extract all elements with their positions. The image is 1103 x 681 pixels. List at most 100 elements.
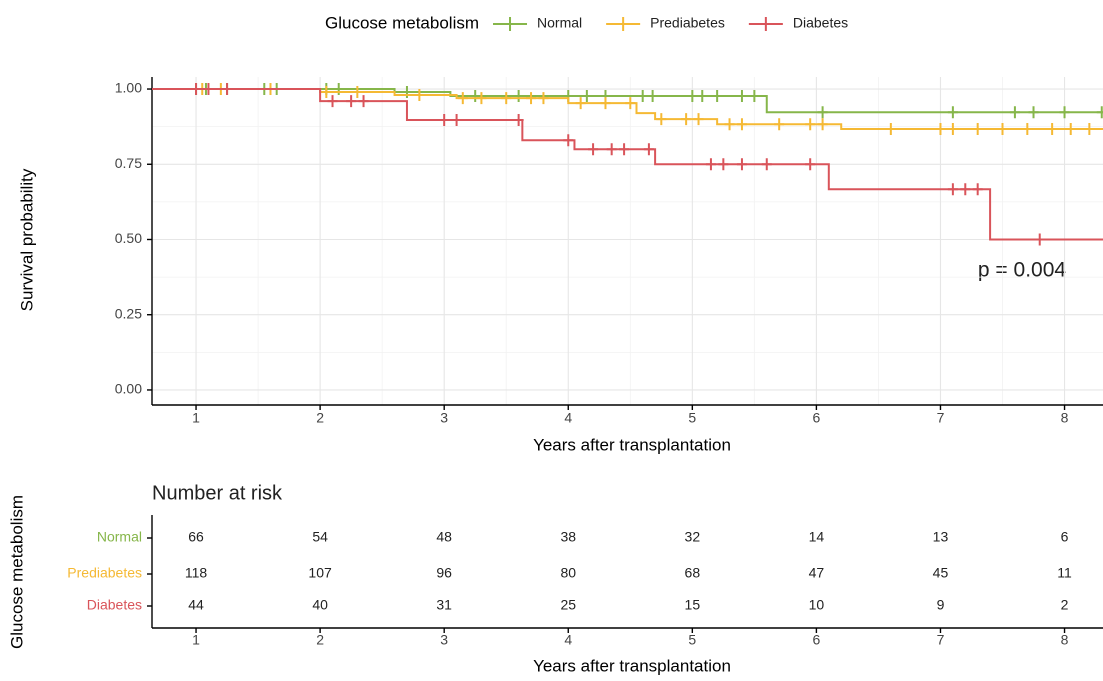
x-tick-label: 6 xyxy=(812,410,820,426)
risk-count: 66 xyxy=(188,529,204,545)
censor-mark xyxy=(761,158,772,171)
censor-mark xyxy=(718,158,729,171)
censor-mark xyxy=(476,92,487,105)
x-tick-label: 7 xyxy=(937,410,945,426)
risk-count: 25 xyxy=(560,597,576,613)
censor-mark xyxy=(457,92,468,105)
table-x-axis-title: Years after transplantation xyxy=(533,656,731,675)
censor-mark xyxy=(1059,106,1070,119)
censor-mark xyxy=(1096,106,1103,119)
risk-count: 54 xyxy=(312,529,328,545)
censor-mark xyxy=(625,97,636,110)
censor-mark xyxy=(805,118,816,131)
censor-mark xyxy=(774,118,785,131)
x-tick-label: 4 xyxy=(564,632,572,648)
censor-mark xyxy=(736,118,747,131)
censor-mark xyxy=(724,118,735,131)
censor-mark xyxy=(191,83,202,96)
legend: Glucose metabolism Normal Prediabetes Diab… xyxy=(325,13,848,32)
censor-mark xyxy=(203,83,214,96)
censor-mark xyxy=(575,97,586,110)
x-tick-label: 8 xyxy=(1061,410,1069,426)
survival-curve xyxy=(152,88,1103,114)
censor-mark xyxy=(885,123,896,136)
censor-mark xyxy=(501,92,512,105)
risk-count: 47 xyxy=(809,565,825,581)
legend-icon xyxy=(748,17,783,31)
x-tick-label: 8 xyxy=(1061,632,1069,648)
censor-mark xyxy=(619,143,630,156)
legend-label: Normal xyxy=(537,15,582,31)
risk-count: 48 xyxy=(436,529,452,545)
censor-mark xyxy=(749,89,760,102)
censor-mark xyxy=(705,158,716,171)
legend-icon xyxy=(606,17,641,31)
censor-mark xyxy=(687,89,698,102)
censor-mark xyxy=(1034,233,1045,246)
row-label: Prediabetes xyxy=(67,565,142,581)
row-label: Diabetes xyxy=(87,597,142,613)
censor-mark xyxy=(643,143,654,156)
censor-mark xyxy=(588,143,599,156)
risk-count: 45 xyxy=(933,565,949,581)
risk-count: 14 xyxy=(809,529,825,545)
censor-mark xyxy=(647,89,658,102)
risk-count: 2 xyxy=(1061,597,1069,613)
censor-mark xyxy=(333,83,344,96)
censor-mark xyxy=(637,89,648,102)
censor-mark xyxy=(526,92,537,105)
risk-count: 38 xyxy=(560,529,576,545)
censor-mark xyxy=(817,106,828,119)
x-tick-label: 5 xyxy=(688,632,696,648)
x-tick-label: 2 xyxy=(316,632,324,648)
x-tick-label: 3 xyxy=(440,410,448,426)
censor-mark xyxy=(401,86,412,99)
y-tick-label: 0.75 xyxy=(115,155,142,171)
y-tick-label: 1.00 xyxy=(115,80,142,96)
censor-mark xyxy=(1009,106,1020,119)
censor-mark xyxy=(538,92,549,105)
censor-mark xyxy=(736,89,747,102)
censor-mark xyxy=(513,114,524,127)
censor-mark xyxy=(817,118,828,131)
censor-mark xyxy=(947,106,958,119)
censor-mark xyxy=(414,89,425,102)
x-tick-label: 4 xyxy=(564,410,572,426)
censor-mark xyxy=(693,113,704,126)
censor-mark xyxy=(1047,123,1058,136)
risk-count: 96 xyxy=(436,565,452,581)
risk-count: 6 xyxy=(1061,529,1069,545)
risk-count: 10 xyxy=(809,597,825,613)
plot-area xyxy=(152,83,1103,246)
row-label: Normal xyxy=(97,529,142,545)
risk-count: 11 xyxy=(1057,565,1072,581)
censor-mark xyxy=(972,123,983,136)
censor-mark xyxy=(805,158,816,171)
x-tick-label: 2 xyxy=(316,410,324,426)
risk-count: 68 xyxy=(685,565,701,581)
censor-mark xyxy=(222,83,233,96)
table-y-axis-title: Glucose metabolism xyxy=(7,495,26,649)
legend-title: Glucose metabolism xyxy=(325,13,479,32)
y-tick-label: 0.50 xyxy=(115,230,142,246)
x-axis-title: Years after transplantation xyxy=(533,435,731,454)
legend-icon xyxy=(493,17,528,31)
censor-mark xyxy=(681,113,692,126)
x-tick-label: 7 xyxy=(937,632,945,648)
censor-mark xyxy=(513,89,524,102)
censor-mark xyxy=(358,95,369,108)
x-tick-label: 1 xyxy=(192,632,200,648)
p-value: p = 0.004 xyxy=(978,259,1066,282)
censor-mark xyxy=(697,89,708,102)
censor-mark xyxy=(935,123,946,136)
censor-mark xyxy=(1022,123,1033,136)
censor-mark xyxy=(960,183,971,196)
censor-mark xyxy=(736,158,747,171)
censor-mark xyxy=(581,89,592,102)
censor-mark xyxy=(352,86,363,99)
legend-label: Prediabetes xyxy=(650,15,725,31)
y-tick-label: 0.25 xyxy=(115,305,142,321)
censor-mark xyxy=(947,183,958,196)
x-tick-label: 3 xyxy=(440,632,448,648)
